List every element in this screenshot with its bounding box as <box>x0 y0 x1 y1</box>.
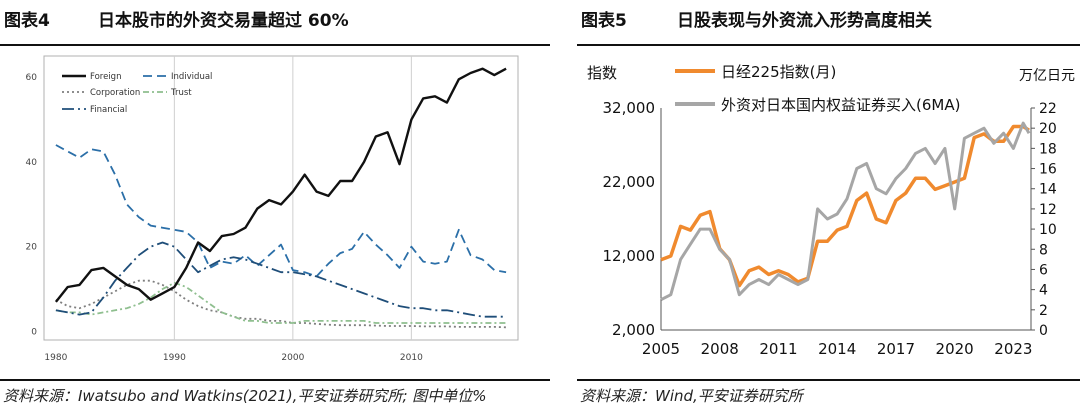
right-tick-label: 12 <box>1039 202 1057 218</box>
right-figure-number: 图表5 <box>581 11 627 31</box>
x-tick-label: 2020 <box>936 340 974 358</box>
x-tick-label: 2010 <box>400 353 423 363</box>
right-tick-label: 18 <box>1039 141 1057 157</box>
right-figure-header: 图表5 日股表现与外资流入形势高度相关 <box>577 0 1080 46</box>
x-tick-label: 2011 <box>759 340 797 358</box>
legend-label-foreign: Foreign <box>90 72 121 82</box>
x-tick-label: 2005 <box>642 340 680 358</box>
left-figure-footer: 资料来源：Iwatsubo and Watkins(2021),平安证券研究所;… <box>0 379 550 409</box>
right-figure-title: 日股表现与外资流入形势高度相关 <box>677 11 932 31</box>
right-tick-label: 2 <box>1039 303 1048 319</box>
legend-label-financial: Financial <box>90 105 127 115</box>
x-tick-label: 2023 <box>994 340 1032 358</box>
x-tick-label: 1980 <box>44 353 67 363</box>
left-figure-header: 图表4 日本股市的外资交易量超过 60% <box>0 0 550 46</box>
nikkei-index-line <box>660 124 1030 288</box>
left-figure-number: 图表4 <box>4 11 50 31</box>
right-tick-label: 4 <box>1039 283 1048 299</box>
right-tick-label: 14 <box>1039 182 1057 198</box>
right-tick-label: 20 <box>1039 121 1057 137</box>
x-tick-label: 2008 <box>701 340 739 358</box>
left-chart: 1980 1990 2000 2010 0 20 40 60 Foreign Individual… <box>26 55 519 363</box>
y-tick-label: 20 <box>26 243 38 253</box>
y-tick-label: 60 <box>26 73 38 83</box>
right-figure-panel: 图表5 日股表现与外资流入形势高度相关 指数 万亿日元 2,000 12,000 22,… <box>577 0 1080 416</box>
right-tick-label: 0 <box>1039 323 1048 339</box>
left-tick-label: 2,000 <box>612 321 655 339</box>
right-tick-label: 6 <box>1039 262 1048 278</box>
left-axis-title: 指数 <box>587 64 617 82</box>
series-line-individual <box>55 144 507 278</box>
right-figure-footer: 资料来源：Wind,平安证券研究所 <box>577 379 1080 409</box>
y-tick-label: 0 <box>31 328 37 338</box>
legend-label-trust: Trust <box>170 88 192 98</box>
right-chart: 指数 万亿日元 2,000 12,000 22,000 32,000 0 2 4 6 8 10 12 14… <box>587 63 1075 358</box>
series-line-corporation <box>55 279 507 329</box>
plot-frame <box>43 55 519 341</box>
legend-label-foreign-inflow: 外资对日本国内权益证券买入(6MA) <box>721 96 960 114</box>
right-tick-label: 22 <box>1039 101 1057 117</box>
right-tick-label: 10 <box>1039 222 1057 238</box>
right-source-note: 资料来源：Wind,平安证券研究所 <box>580 387 803 405</box>
right-tick-label: 16 <box>1039 162 1057 178</box>
x-tick-label: 2017 <box>877 340 915 358</box>
right-axis-title: 万亿日元 <box>1019 68 1075 84</box>
legend-label-nikkei: 日经225指数(月) <box>721 63 836 81</box>
left-figure-panel: 图表4 日本股市的外资交易量超过 60% 1980 1990 2000 2010 0 20… <box>0 0 550 409</box>
left-tick-label: 32,000 <box>603 99 656 117</box>
left-figure-title: 日本股市的外资交易量超过 60% <box>98 11 349 31</box>
x-tick-label: 2000 <box>281 353 304 363</box>
legend-label-individual: Individual <box>171 72 212 82</box>
series-line-financial <box>55 241 507 318</box>
left-tick-label: 12,000 <box>603 247 656 265</box>
x-tick-label: 2014 <box>818 340 856 358</box>
y-tick-label: 40 <box>26 158 38 168</box>
left-tick-label: 22,000 <box>603 173 656 191</box>
series-line-foreign <box>54 67 507 303</box>
x-tick-label: 1990 <box>163 353 186 363</box>
legend-label-corporation: Corporation <box>90 88 140 98</box>
right-tick-label: 8 <box>1039 242 1048 258</box>
left-source-note: 资料来源：Iwatsubo and Watkins(2021),平安证券研究所;… <box>3 387 487 405</box>
foreign-inflow-line <box>660 121 1031 302</box>
series-line-trust <box>55 281 507 324</box>
